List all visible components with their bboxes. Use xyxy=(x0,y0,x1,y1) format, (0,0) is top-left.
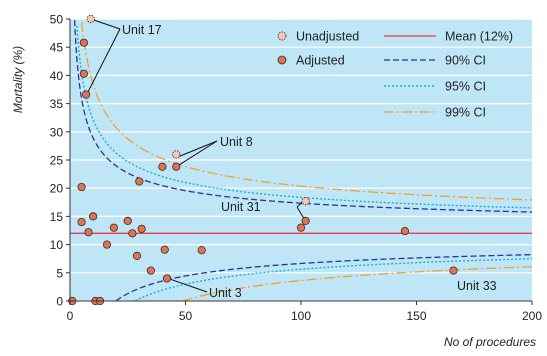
legend-item: Mean (12%) xyxy=(384,30,513,44)
adjusted-point xyxy=(160,245,169,254)
y-tick-label: 30 xyxy=(50,125,64,139)
grid-lines xyxy=(70,18,532,302)
data-points xyxy=(68,14,458,306)
adjusted-point xyxy=(146,266,155,275)
adjusted-point xyxy=(400,226,410,236)
x-tick-label: 200 xyxy=(522,309,542,323)
adjusted-point xyxy=(137,224,146,233)
leader-line xyxy=(178,140,218,166)
adjusted-point xyxy=(162,274,172,283)
y-tick-label: 5 xyxy=(56,266,63,280)
adjusted-point xyxy=(77,217,86,227)
y-tick-label: 15 xyxy=(50,210,64,224)
legend-item: 99% CI xyxy=(384,106,486,120)
ci99-upper-curve xyxy=(80,22,533,201)
annotation-label: Unit 31 xyxy=(221,200,261,214)
y-tick-label: 40 xyxy=(50,69,64,83)
leader-line xyxy=(179,140,218,157)
x-tick-label: 150 xyxy=(406,309,426,323)
axes: 0 5 10 15 20 25 30 35 40 45 50 0 50 100 150 200 No of pr… xyxy=(11,13,542,350)
adjusted-point xyxy=(449,266,458,275)
y-tick-label: 45 xyxy=(50,41,64,55)
adjusted-point xyxy=(135,177,144,186)
annotation-label: Unit 3 xyxy=(209,286,242,300)
adjusted-point xyxy=(296,223,306,232)
unadjusted-point xyxy=(86,14,95,24)
legend-item: Adjusted xyxy=(277,54,345,68)
adjusted-point xyxy=(132,251,142,260)
legend-swatch xyxy=(277,31,287,41)
y-tick-label: 35 xyxy=(50,97,64,111)
x-tick-label: 50 xyxy=(179,309,193,323)
x-tick-label: 100 xyxy=(291,309,311,323)
legend-label: 90% CI xyxy=(445,54,486,68)
ci95-lower-curve xyxy=(134,258,533,302)
y-tick-label: 10 xyxy=(50,238,64,252)
x-tick-label: 0 xyxy=(67,309,74,323)
leader-line xyxy=(296,201,303,208)
adjusted-point xyxy=(89,212,98,221)
leader-line xyxy=(87,28,121,92)
unadjusted-point xyxy=(172,150,181,159)
legend-label: 99% CI xyxy=(445,106,486,120)
ci99-lower-curve xyxy=(182,266,533,302)
annotation-label: Unit 17 xyxy=(122,23,162,37)
adjusted-point xyxy=(109,223,118,232)
adjusted-point xyxy=(77,182,86,192)
y-tick-label: 50 xyxy=(50,13,64,27)
annotations-layer: Unit 17 Unit 8 Unit 31 Unit 3 Unit 33 xyxy=(87,19,497,300)
leader-line xyxy=(296,206,305,219)
annotation-label: Unit 33 xyxy=(457,279,497,293)
legend: Unadjusted Adjusted Mean (12%) 90% CI 95% CI… xyxy=(277,30,513,120)
adjusted-point xyxy=(79,38,88,47)
adjusted-point xyxy=(79,69,88,78)
x-axis-title: No of procedures xyxy=(444,335,536,349)
legend-label: Mean (12%) xyxy=(445,30,513,44)
adjusted-point xyxy=(128,229,137,238)
y-axis-title: Mortality (%) xyxy=(11,46,25,113)
adjusted-point xyxy=(197,246,206,255)
legend-swatch xyxy=(277,55,287,65)
y-tick-label: 0 xyxy=(56,295,63,309)
legend-item: 95% CI xyxy=(384,80,486,94)
adjusted-point xyxy=(102,240,112,249)
legend-item: 90% CI xyxy=(384,54,486,68)
leader-line xyxy=(93,19,121,30)
y-tick-label: 20 xyxy=(50,182,64,196)
adjusted-point xyxy=(158,162,167,171)
legend-item: Unadjusted xyxy=(277,30,359,44)
legend-label: Adjusted xyxy=(296,54,345,68)
legend-label: Unadjusted xyxy=(296,30,359,44)
ci90-lower-curve xyxy=(115,253,533,302)
adjusted-point xyxy=(301,216,310,226)
adjusted-point xyxy=(82,90,91,99)
y-tick-label: 25 xyxy=(50,154,64,168)
adjusted-point xyxy=(123,216,132,226)
annotation-label: Unit 8 xyxy=(220,135,253,149)
adjusted-point xyxy=(172,162,181,171)
legend-label: 95% CI xyxy=(445,80,486,94)
unadjusted-point xyxy=(301,197,310,206)
adjusted-point xyxy=(84,228,93,237)
leader-line xyxy=(170,278,208,293)
